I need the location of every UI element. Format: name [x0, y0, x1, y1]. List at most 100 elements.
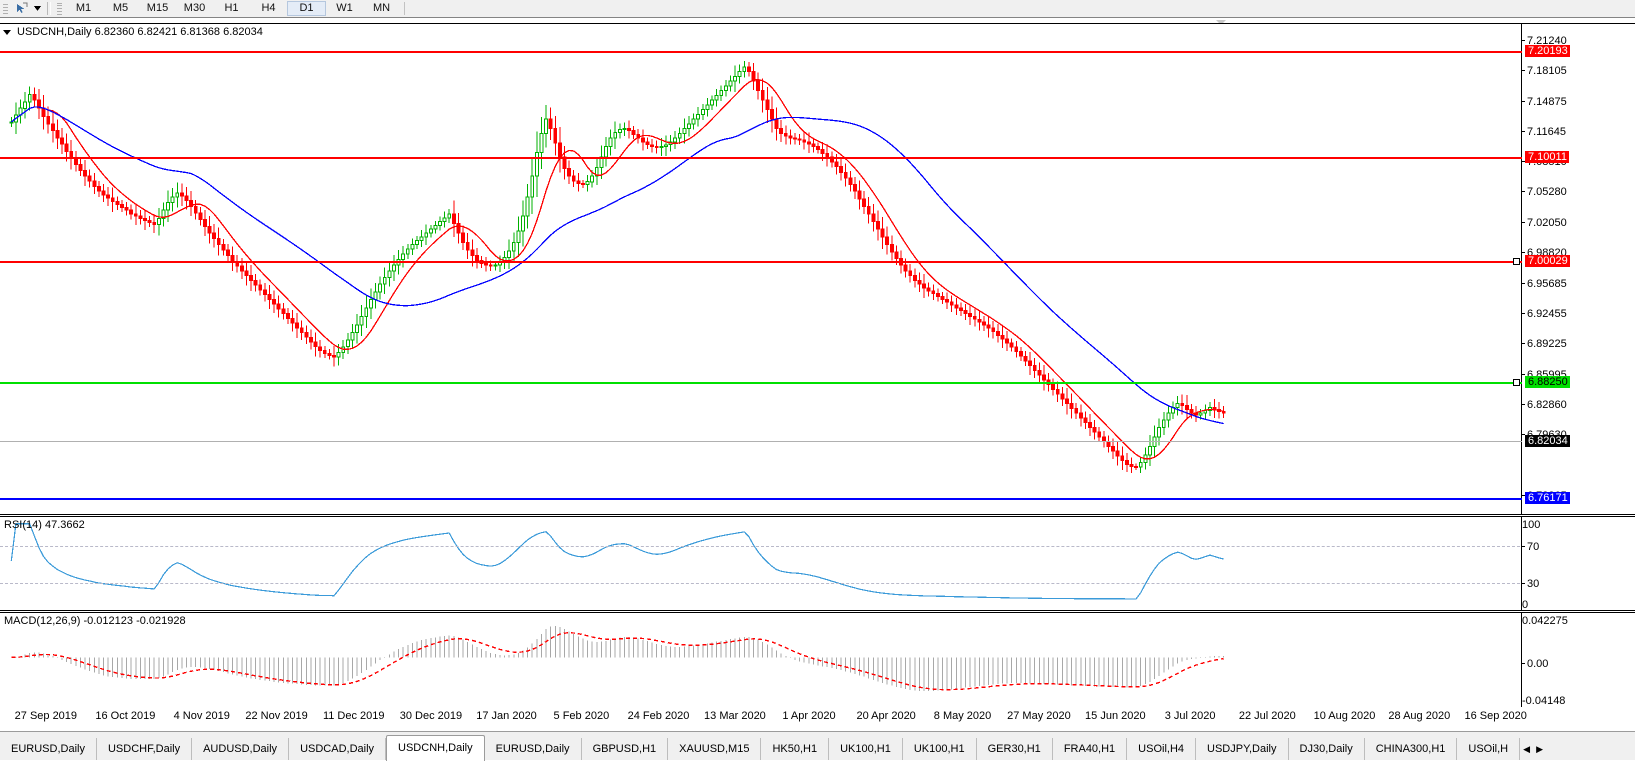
date-axis-label: 16 Sep 2020	[1464, 710, 1527, 722]
timeframe-w1[interactable]: W1	[336, 2, 353, 14]
date-axis-label: 15 Jun 2020	[1085, 710, 1146, 722]
price-pane[interactable]: USDCNH,Daily 6.82360 6.82421 6.81368 6.8…	[0, 23, 1635, 515]
price-tick-label: 7.02050	[1527, 216, 1567, 229]
chart-tab-eurusd-daily[interactable]: EURUSD,Daily	[0, 738, 97, 760]
macd-tick-label: 0.042275	[1522, 615, 1568, 627]
chart-tab-china300-h1[interactable]: CHINA300,H1	[1365, 738, 1458, 760]
price-axis[interactable]: 7.212407.181057.148757.116457.085107.052…	[1521, 24, 1635, 514]
rsi-tick-label: 100	[1522, 519, 1541, 531]
date-axis-label: 8 May 2020	[933, 710, 992, 722]
chart-tab-usdjpy-daily[interactable]: USDJPY,Daily	[1196, 738, 1289, 760]
timeframe-m30[interactable]: M30	[183, 2, 206, 14]
rsi-plot[interactable]	[1, 517, 1521, 610]
price-tick-label: 6.92455	[1527, 307, 1567, 320]
rsi-line	[10, 523, 1224, 600]
chart-area[interactable]: USDCNH,Daily 6.82360 6.82421 6.81368 6.8…	[0, 17, 1635, 708]
date-axis: 27 Sep 2019 16 Oct 2019 4 Nov 2019 22 Nov 2…	[0, 707, 1635, 727]
rsi-axis: 100 70 30 0	[1521, 517, 1635, 611]
date-axis-label: 11 Dec 2019	[322, 710, 385, 722]
chart-tab-audusd-daily[interactable]: AUDUSD,Daily	[192, 738, 290, 760]
chart-tab-uk100-h1[interactable]: UK100,H1	[903, 738, 977, 760]
chart-tab-usoil-h[interactable]: USOil,H	[1457, 738, 1521, 760]
date-axis-label: 16 Oct 2019	[95, 710, 156, 722]
price-tick-label: 6.95685	[1527, 277, 1567, 290]
timeframe-mn[interactable]: MN	[372, 2, 391, 14]
price-tick: 7.14875	[1522, 96, 1567, 108]
chart-tab-usdcad-daily[interactable]: USDCAD,Daily	[289, 738, 387, 760]
chart-tab-usdcnh-daily[interactable]: USDCNH,Daily	[386, 735, 485, 761]
support-line-handle[interactable]	[1513, 379, 1520, 386]
timeframe-h4[interactable]: H4	[261, 2, 276, 14]
price-level-tag-green[interactable]: 6.88250	[1525, 376, 1570, 388]
price-level-tag-red[interactable]: 7.10011	[1525, 151, 1569, 163]
date-axis-label: 1 Apr 2020	[782, 710, 836, 722]
price-tick-label: 7.05280	[1527, 186, 1567, 199]
chart-tab-uk100-h1[interactable]: UK100,H1	[829, 738, 903, 760]
chart-title-text: USDCNH,Daily 6.82360 6.82421 6.81368 6.8…	[17, 26, 263, 38]
tab-scroll-right-icon[interactable]: ▶	[1536, 744, 1544, 754]
macd-tick-label: -0.04148	[1522, 695, 1566, 707]
toolbar-drag-handle[interactable]	[2, 2, 9, 16]
timeframe-m5[interactable]: M5	[112, 2, 129, 14]
timeframe-m15[interactable]: M15	[146, 2, 169, 14]
scroll-position-marker	[1216, 20, 1226, 25]
chart-tab-xauusd-m15[interactable]: XAUUSD,M15	[668, 738, 762, 760]
chart-collapse-icon[interactable]	[3, 30, 11, 35]
timeframe-d1[interactable]: D1	[287, 1, 326, 16]
rsi-tick-label: 30	[1527, 578, 1540, 590]
price-tick: 7.18105	[1522, 65, 1567, 77]
rsi-level-30	[0, 583, 1520, 584]
price-tick: 7.05280	[1522, 186, 1567, 198]
price-level-tag-blue[interactable]: 6.76171	[1525, 492, 1570, 504]
resistance-line-720193[interactable]	[0, 51, 1522, 53]
crosshair-cursor-icon[interactable]	[11, 1, 31, 16]
chart-tab-fra40-h1[interactable]: FRA40,H1	[1053, 738, 1128, 760]
tab-scroll-left-icon[interactable]: ◀	[1523, 744, 1531, 754]
macd-tick: 0.00	[1522, 658, 1548, 670]
price-level-tag-black[interactable]: 6.82034	[1525, 435, 1570, 447]
macd-plot[interactable]	[1, 613, 1521, 707]
macd-tick: 0.042275	[1522, 615, 1568, 627]
chart-tab-usdchf-daily[interactable]: USDCHF,Daily	[97, 738, 193, 760]
timeframe-h1[interactable]: H1	[224, 2, 239, 14]
chart-tab-gbpusd-h1[interactable]: GBPUSD,H1	[582, 738, 669, 760]
price-tick: 6.95685	[1522, 278, 1567, 290]
price-level-tag-red[interactable]: 7.20193	[1525, 45, 1570, 57]
macd-title: MACD(12,26,9) -0.012123 -0.021928	[4, 615, 186, 627]
date-axis-label: 20 Apr 2020	[856, 710, 916, 722]
chart-tab-ger30-h1[interactable]: GER30,H1	[977, 738, 1053, 760]
rsi-pane[interactable]: RSI(14) 47.3662 100 70 30 0	[0, 516, 1635, 611]
rsi-tick-label: 0	[1522, 599, 1529, 611]
rsi-tick: 100	[1522, 519, 1540, 531]
timeframe-toolbar: M1 M5 M15 M30 H1 H4 D1 W1 MN	[0, 0, 1635, 18]
date-axis-label: 3 Jul 2020	[1164, 710, 1216, 722]
chart-tab-hk50-h1[interactable]: HK50,H1	[761, 738, 830, 760]
chart-tab-bar[interactable]: EURUSD,Daily USDCHF,Daily AUDUSD,Daily USDC…	[0, 731, 1635, 761]
chart-title[interactable]: USDCNH,Daily 6.82360 6.82421 6.81368 6.8…	[3, 26, 263, 39]
macd-pane[interactable]: MACD(12,26,9) -0.012123 -0.021928 0.0422…	[0, 612, 1635, 708]
date-axis-label: 24 Feb 2020	[627, 710, 690, 722]
price-level-tag-red[interactable]: 7.00029	[1525, 255, 1570, 267]
chart-tab-eurusd-daily[interactable]: EURUSD,Daily	[485, 738, 582, 760]
toolbar-separator-end	[404, 2, 405, 15]
macd-tick-label: 0.00	[1527, 658, 1549, 670]
price-tick-label: 7.18105	[1527, 65, 1567, 77]
price-tick: 7.21240	[1522, 35, 1567, 47]
chart-tab-dj30-daily[interactable]: DJ30,Daily	[1289, 738, 1365, 760]
date-axis-label: 28 Aug 2020	[1388, 710, 1451, 722]
timeframe-group-drag-handle[interactable]	[56, 2, 63, 16]
chart-tab-usoil-h4[interactable]: USOil,H4	[1127, 738, 1197, 760]
date-axis-label: 4 Nov 2019	[173, 710, 230, 722]
resistance-line-710011[interactable]	[0, 157, 1522, 159]
resistance-line-handle[interactable]	[1513, 258, 1520, 265]
date-axis-label: 17 Jan 2020	[476, 710, 537, 722]
date-axis-label: 27 May 2020	[1007, 710, 1071, 722]
resistance-line-700029[interactable]	[0, 261, 1522, 263]
toolbar-separator	[47, 2, 51, 15]
timeframe-m1[interactable]: M1	[75, 2, 92, 14]
rsi-tick: 30	[1522, 578, 1539, 590]
support-line-688250[interactable]	[0, 382, 1522, 384]
floor-line-676171[interactable]	[0, 498, 1522, 500]
toolbar-dropdown-caret-icon[interactable]	[31, 1, 44, 16]
date-axis-label: 27 Sep 2019	[14, 710, 78, 722]
